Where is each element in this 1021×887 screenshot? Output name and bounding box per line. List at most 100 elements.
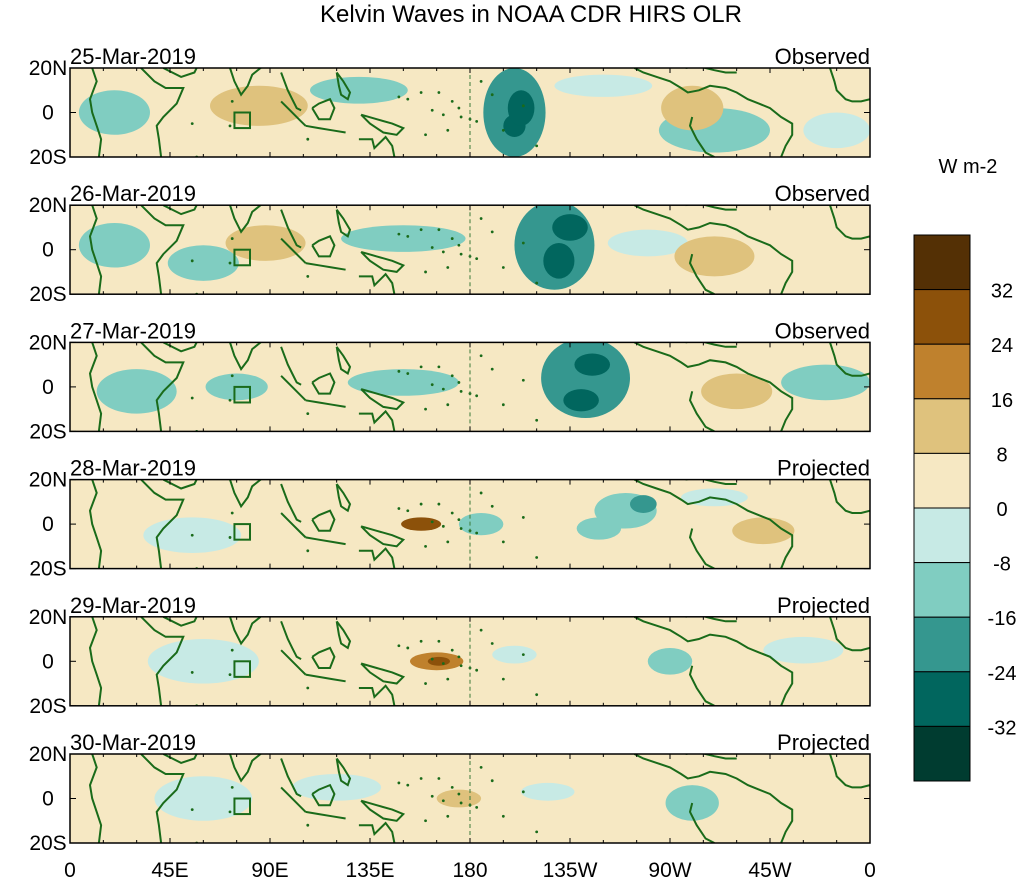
coastline <box>685 342 737 348</box>
colorbar-swatch <box>913 452 971 509</box>
olr-anomaly-blob <box>341 225 466 252</box>
olr-anomaly-blob <box>436 789 482 808</box>
island-marker <box>450 237 454 240</box>
x-tick-label: 0 <box>64 859 76 882</box>
island-marker <box>501 540 505 544</box>
reference-box <box>233 248 251 267</box>
coastline <box>685 479 737 485</box>
coastline <box>688 391 715 432</box>
x-tick-label: 90E <box>251 859 288 882</box>
reference-box <box>233 385 251 404</box>
y-tick-label: 20N <box>29 194 68 217</box>
colorbar-swatch <box>913 507 971 564</box>
island-marker <box>450 511 454 515</box>
island-marker <box>535 556 539 559</box>
olr-anomaly-blob <box>701 373 773 410</box>
colorbar-swatch <box>913 671 971 727</box>
coastline <box>311 646 336 669</box>
island-marker <box>457 792 461 796</box>
island-marker <box>475 394 479 398</box>
coastline <box>688 116 715 157</box>
olr-anomaly-blob <box>781 364 870 401</box>
anomaly-field <box>88 754 870 843</box>
olr-anomaly-blob <box>476 364 530 401</box>
coastline <box>140 205 185 295</box>
island-marker <box>479 354 483 358</box>
panel-date: 27-Mar-2019 <box>70 318 196 343</box>
island-marker <box>475 668 479 672</box>
coastline <box>335 346 352 376</box>
island-marker <box>230 99 234 103</box>
olr-anomaly-blob <box>78 90 150 135</box>
coastline <box>311 97 336 121</box>
coastline <box>829 754 870 789</box>
island-marker <box>190 396 194 400</box>
coastline <box>358 547 396 569</box>
panel: 20N 0 20S 29-Mar-2019 Projected <box>29 593 871 718</box>
coastline <box>358 409 396 432</box>
olr-anomaly-blob <box>167 245 239 281</box>
coastline <box>829 68 870 103</box>
island-marker <box>190 533 194 537</box>
island-marker <box>479 217 483 220</box>
olr-anomaly-blob <box>607 229 688 257</box>
panel-status: Observed <box>775 318 870 343</box>
island-marker <box>479 765 483 769</box>
y-tick-label: 0 <box>42 102 54 125</box>
olr-anomaly-blob <box>552 214 588 241</box>
panel-status: Projected <box>777 593 870 618</box>
island-marker <box>501 403 505 407</box>
olr-anomaly-blob <box>154 776 253 821</box>
island-marker <box>459 389 463 393</box>
coastline <box>280 375 307 402</box>
coastline <box>360 662 406 685</box>
island-marker <box>397 781 401 785</box>
island-marker <box>228 398 232 402</box>
coastline <box>228 205 263 234</box>
island-marker <box>457 243 461 247</box>
olr-anomaly-blob <box>661 85 724 131</box>
x-tick-label: 0 <box>864 859 876 882</box>
island-marker <box>424 544 427 548</box>
coastline <box>280 758 302 798</box>
island-marker <box>230 648 234 652</box>
coastline <box>829 342 870 377</box>
island-marker <box>397 507 401 510</box>
island-marker <box>490 642 494 645</box>
colorbar-tick-label: -32 <box>988 717 1017 739</box>
coastline <box>280 72 302 112</box>
olr-anomaly-blob <box>78 223 150 268</box>
island-marker <box>441 662 445 665</box>
island-marker <box>228 261 232 265</box>
olr-anomaly-blob <box>507 90 535 126</box>
colorbar: 32 24 16 8 0 -8 -16 -24 -32 <box>913 234 1017 782</box>
olr-anomaly-blob <box>458 512 504 536</box>
island-marker <box>450 374 454 378</box>
olr-anomaly-blob <box>674 236 755 277</box>
anomaly-field <box>78 68 870 157</box>
y-tick-label: 20S <box>29 420 66 443</box>
island-marker <box>446 814 450 818</box>
island-marker <box>475 257 479 260</box>
island-marker <box>457 518 461 522</box>
coastline <box>335 620 352 650</box>
coastline <box>360 113 406 136</box>
colorbar-tick-label: -24 <box>988 663 1017 685</box>
island-marker <box>397 95 401 99</box>
island-marker <box>479 628 483 632</box>
y-tick-label: 20S <box>29 146 66 169</box>
island-marker <box>459 664 463 668</box>
island-marker <box>457 381 461 384</box>
y-tick-label: 20S <box>29 283 66 306</box>
island-marker <box>228 536 232 539</box>
coastline <box>633 479 794 569</box>
coastline <box>335 757 352 787</box>
coastline <box>335 483 352 513</box>
island-marker <box>441 113 445 117</box>
island-marker <box>419 91 423 94</box>
island-marker <box>230 785 234 789</box>
coastline <box>633 342 794 432</box>
island-marker <box>397 644 401 648</box>
island-marker <box>437 777 441 780</box>
olr-anomaly-blob <box>543 243 575 279</box>
